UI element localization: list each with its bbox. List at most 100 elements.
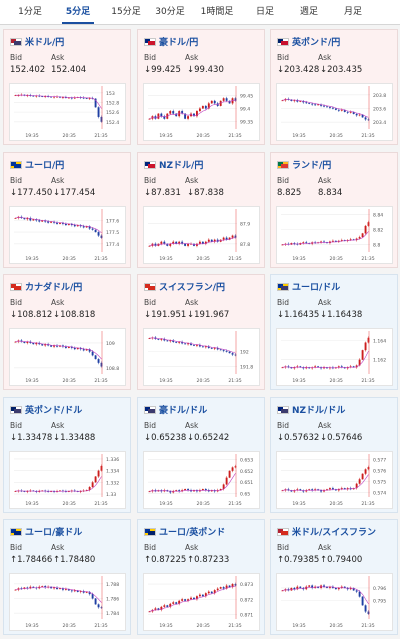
y-tick-label: 109 [106, 341, 115, 347]
ask-label: Ask [51, 421, 65, 430]
price-chart[interactable]: 0.577 0.576 0.575 0.574 19:35 20:35 21:35 [276, 451, 393, 509]
currency-card[interactable]: ユーロ/豪ドル Bid Ask ↑1.78466 ↑1.78480 1.788 1.786 1… [3, 519, 131, 635]
price-chart[interactable]: 153 152.8 152.6 152.4 19:35 20:35 21:35 [9, 83, 126, 141]
flag-quote-stripe [281, 409, 288, 413]
candle-body [340, 109, 343, 111]
y-tick-label: 0.574 [373, 491, 386, 497]
price-chart[interactable]: 109 108.8 19:35 20:35 21:35 [9, 328, 126, 386]
pair-name-link[interactable]: 豪ドル/円 [159, 38, 199, 48]
price-chart[interactable]: 0.653 0.652 0.651 0.65 19:35 20:35 21:35 [143, 451, 260, 509]
pair-name-link[interactable]: スイスフラン/円 [159, 283, 226, 293]
price-chart[interactable]: 1.336 1.334 1.332 1.33 19:35 20:35 21:35 [9, 451, 126, 509]
pair-name-link[interactable]: ユーロ/ドル [292, 283, 341, 293]
candle-body [163, 605, 166, 607]
candle-body [187, 599, 189, 601]
pair-name-link[interactable]: カナダドル/円 [25, 283, 83, 293]
candle-body [67, 97, 70, 99]
bid-number: 108.812 [17, 310, 53, 320]
tab-timeframe-7[interactable]: 月足 [343, 7, 362, 17]
y-tick-label: 152.4 [106, 120, 119, 126]
currency-card[interactable]: ユーロ/ドル Bid Ask ↓1.16435 ↓1.16438 1.164 1.162 19… [270, 274, 398, 390]
price-chart[interactable]: 177.6 177.5 177.4 19:35 20:35 21:35 [9, 206, 126, 264]
candle-body [23, 587, 26, 589]
currency-card[interactable]: NZドル/ドル Bid Ask ↓0.57632 ↓0.57646 0.577 0.576 0… [270, 397, 398, 513]
pair-name-link[interactable]: ユーロ/豪ドル [25, 528, 83, 538]
candle-body [225, 477, 228, 485]
currency-card[interactable]: ランド/円 Bid Ask 8.825 8.834 8.84 8.82 8.8 19:35 20:… [270, 152, 398, 268]
arrow-down-icon: ↓ [10, 433, 18, 443]
bid-label: Bid [10, 543, 22, 552]
y-tick-label: 1.336 [106, 457, 119, 463]
price-chart[interactable]: 1.788 1.786 1.784 19:35 20:35 21:35 [9, 573, 126, 631]
price-chart[interactable]: 1.164 1.162 19:35 20:35 21:35 [276, 328, 393, 386]
price-chart[interactable]: 0.796 0.795 19:35 20:35 21:35 [276, 573, 393, 631]
candle-body [184, 343, 187, 345]
candle-body [364, 342, 367, 351]
pair-name-link[interactable]: 英ポンド/円 [292, 38, 341, 48]
arrow-down-icon: ↓ [144, 310, 152, 320]
currency-card[interactable]: スイスフラン/円 Bid Ask ↓191.951 ↓191.967 192 191.8 19… [137, 274, 265, 390]
candle-body [346, 488, 349, 490]
price-chart[interactable]: 87.9 87.8 19:35 20:35 21:35 [143, 206, 260, 264]
currency-card[interactable]: 豪ドル/ドル Bid Ask ↓0.65238 ↓0.65242 0.653 0.652 0.… [137, 397, 265, 513]
currency-card[interactable]: ユーロ/円 Bid Ask ↓177.450 ↓177.454 177.6 177.5 177… [3, 152, 131, 268]
pair-name-link[interactable]: ユーロ/円 [25, 161, 65, 171]
arrow-down-icon: ↓ [320, 65, 328, 75]
tab-timeframe-0[interactable]: 1分足 [18, 7, 42, 17]
y-tick-label: 0.873 [240, 582, 253, 588]
pair-name-link[interactable]: 米ドル/円 [25, 38, 65, 48]
pair-name-link[interactable]: 米ドル/スイスフラン [292, 528, 377, 538]
currency-card[interactable]: カナダドル/円 Bid Ask ↓108.812 ↓108.818 109 108.8 19:… [3, 274, 131, 390]
currency-card[interactable]: 英ポンド/円 Bid Ask ↓203.428 ↓203.435 203.8 203.6 20… [270, 29, 398, 145]
flag-base-stripe [145, 162, 150, 166]
tab-timeframe-3[interactable]: 30分足 [155, 7, 185, 17]
tab-timeframe-6[interactable]: 週足 [299, 7, 318, 17]
y-tick-label: 1.788 [106, 582, 119, 588]
tab-timeframe-5[interactable]: 日足 [255, 7, 274, 17]
candle-body [187, 243, 189, 246]
pair-name-link[interactable]: 英ポンド/ドル [25, 406, 83, 416]
tab-timeframe-2[interactable]: 15分足 [111, 7, 141, 17]
flag-quote-stripe [281, 286, 288, 290]
candlestick-chart: 0.796 0.795 19:35 20:35 21:35 [281, 576, 386, 629]
y-tick-label: 99.45 [240, 94, 253, 100]
pair-name-link[interactable]: 豪ドル/ドル [159, 406, 208, 416]
candle-body [14, 589, 17, 591]
tab-timeframe-4[interactable]: 1時間足 [200, 7, 234, 17]
y-tick-label: 0.652 [240, 469, 253, 475]
currency-card[interactable]: 米ドル/スイスフラン Bid Ask ↑0.79385 ↑0.79400 0.796 0.7… [270, 519, 398, 635]
y-tick-label: 1.164 [373, 339, 386, 345]
currency-card[interactable]: ユーロ/英ポンド Bid Ask ↑0.87225 ↑0.87233 0.873 0.872… [137, 519, 265, 635]
price-chart[interactable]: 192 191.8 19:35 20:35 21:35 [143, 328, 260, 386]
ask-label: Ask [51, 53, 65, 62]
tab-timeframe-1[interactable]: 5分足 [56, 0, 100, 24]
currency-card[interactable]: 米ドル/円 Bid Ask 152.402 152.404 153 152.8 152.6 15… [3, 29, 131, 145]
price-chart[interactable]: 8.84 8.82 8.8 19:35 20:35 21:35 [276, 206, 393, 264]
y-tick-label: 177.4 [106, 242, 119, 248]
bid-label: Bid [144, 176, 156, 185]
candle-body [97, 604, 100, 608]
pair-name-link[interactable]: ランド/円 [292, 161, 332, 171]
y-tick-label: 153 [106, 91, 115, 97]
candle-body [38, 491, 41, 492]
x-tick-label: 21:35 [361, 378, 374, 384]
candle-body [323, 367, 325, 369]
currency-card[interactable]: 豪ドル/円 Bid Ask ↓99.425 ↓99.430 99.45 99.4 99.35 1… [137, 29, 265, 145]
candlestick-chart: 0.577 0.576 0.575 0.574 19:35 20:35 21:35 [281, 454, 386, 507]
flag-quote-stripe [14, 164, 21, 168]
ask-label: Ask [185, 421, 199, 430]
candle-body [231, 353, 234, 355]
pair-name-link[interactable]: ユーロ/英ポンド [159, 528, 226, 538]
pair-name-link[interactable]: NZドル/円 [159, 161, 204, 171]
price-chart[interactable]: 0.873 0.872 0.871 19:35 20:35 21:35 [143, 573, 260, 631]
currency-card[interactable]: NZドル/円 Bid Ask ↓87.831 ↓87.838 87.9 87.8 19:35 2… [137, 152, 265, 268]
candle-body [38, 342, 41, 345]
candle-body [26, 95, 29, 97]
currency-card[interactable]: 英ポンド/ドル Bid Ask ↓1.33478 ↓1.33488 1.336 1.334 1… [3, 397, 131, 513]
candle-body [222, 484, 225, 490]
pair-name-link[interactable]: NZドル/ドル [292, 406, 346, 416]
price-chart[interactable]: 99.45 99.4 99.35 19:35 20:35 21:35 [143, 83, 260, 141]
price-chart[interactable]: 203.8 203.6 203.4 19:35 20:35 21:35 [276, 83, 393, 141]
flag-quote-stripe [148, 409, 155, 413]
ask-value: ↓1.16438 [320, 310, 362, 320]
